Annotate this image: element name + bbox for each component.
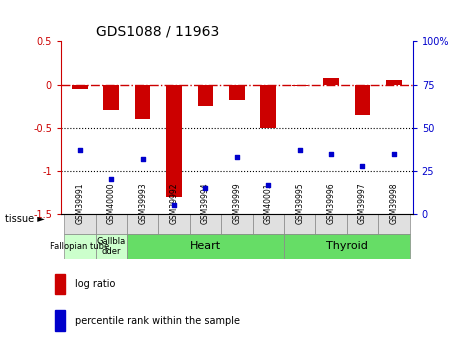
Bar — [355, 85, 371, 115]
Point — [327, 151, 335, 156]
Bar — [229, 85, 245, 100]
Point — [170, 203, 178, 208]
Bar — [55, 274, 65, 294]
Text: GSM39997: GSM39997 — [358, 183, 367, 224]
FancyBboxPatch shape — [315, 214, 347, 234]
FancyBboxPatch shape — [221, 214, 252, 234]
Bar — [292, 85, 308, 86]
FancyBboxPatch shape — [284, 234, 409, 259]
Text: GSM39995: GSM39995 — [295, 183, 304, 224]
FancyBboxPatch shape — [159, 214, 190, 234]
Point — [107, 177, 115, 182]
Point — [76, 147, 83, 153]
Point — [265, 182, 272, 187]
Bar — [72, 85, 88, 89]
Bar — [197, 85, 213, 106]
Bar — [135, 85, 151, 119]
Point — [233, 154, 241, 160]
FancyBboxPatch shape — [127, 234, 284, 259]
Text: GSM40001: GSM40001 — [264, 183, 273, 224]
FancyBboxPatch shape — [64, 234, 96, 259]
Text: Thyroid: Thyroid — [326, 241, 368, 252]
Point — [202, 185, 209, 191]
Text: GSM39994: GSM39994 — [201, 183, 210, 224]
Text: percentile rank within the sample: percentile rank within the sample — [75, 316, 240, 326]
Text: Gallbla
dder: Gallbla dder — [97, 237, 126, 256]
Text: GSM40000: GSM40000 — [107, 183, 116, 224]
Text: tissue ►: tissue ► — [5, 215, 45, 224]
Text: GSM39999: GSM39999 — [232, 183, 242, 224]
Point — [390, 151, 398, 156]
Text: log ratio: log ratio — [75, 279, 115, 289]
FancyBboxPatch shape — [378, 214, 409, 234]
Bar — [386, 80, 402, 85]
Text: GSM39992: GSM39992 — [169, 183, 179, 224]
Bar — [55, 310, 65, 331]
Text: GDS1088 / 11963: GDS1088 / 11963 — [96, 25, 219, 39]
FancyBboxPatch shape — [284, 214, 315, 234]
FancyBboxPatch shape — [96, 234, 127, 259]
Text: GSM39991: GSM39991 — [76, 183, 84, 224]
FancyBboxPatch shape — [347, 214, 378, 234]
FancyBboxPatch shape — [96, 214, 127, 234]
Text: Fallopian tube: Fallopian tube — [50, 242, 109, 251]
Point — [359, 163, 366, 168]
Bar — [323, 78, 339, 85]
FancyBboxPatch shape — [252, 214, 284, 234]
Text: GSM39996: GSM39996 — [326, 183, 335, 224]
Bar — [166, 85, 182, 197]
Point — [296, 147, 303, 153]
Text: GSM39993: GSM39993 — [138, 183, 147, 224]
Text: GSM39998: GSM39998 — [389, 183, 398, 224]
Bar — [103, 85, 119, 110]
FancyBboxPatch shape — [190, 214, 221, 234]
FancyBboxPatch shape — [64, 214, 96, 234]
FancyBboxPatch shape — [127, 214, 159, 234]
Bar — [260, 85, 276, 128]
Point — [139, 156, 146, 161]
Text: Heart: Heart — [190, 241, 221, 252]
